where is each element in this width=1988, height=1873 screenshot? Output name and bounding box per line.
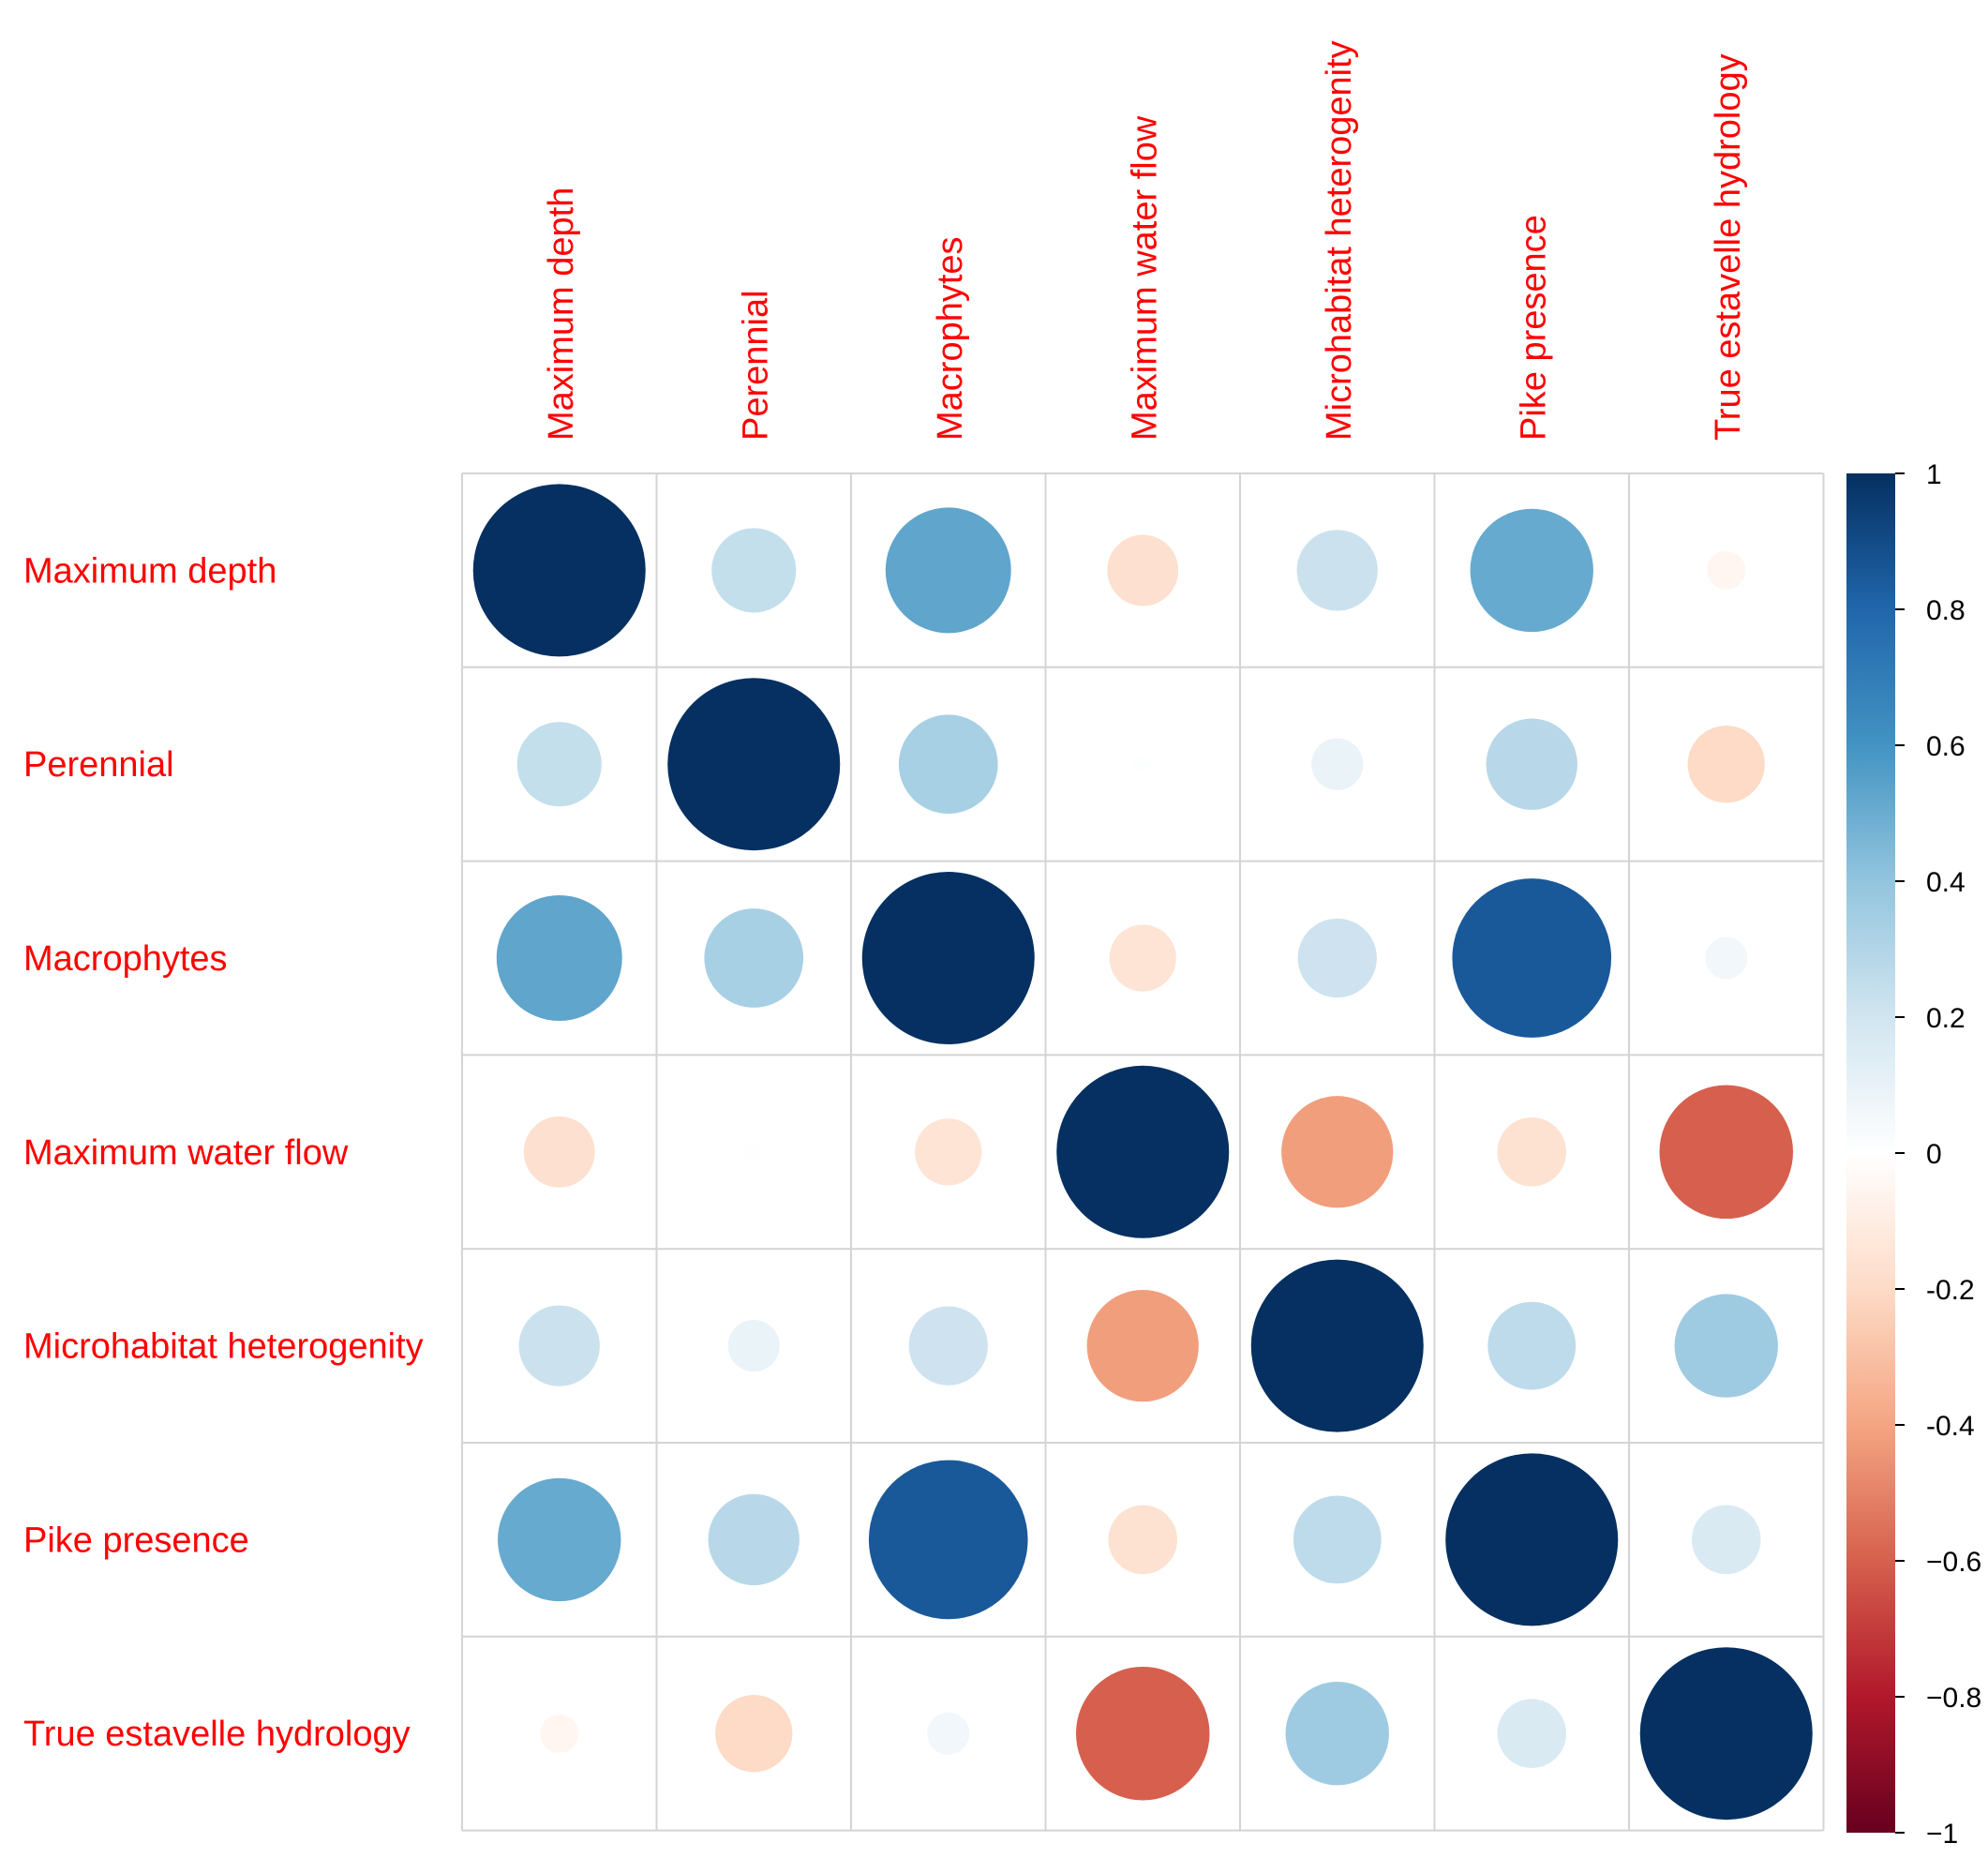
colorbar: [1846, 473, 1895, 1833]
corr-circle-4-5: [1281, 1096, 1394, 1208]
corr-circle-6-3: [868, 1460, 1028, 1620]
corr-circle-2-3: [898, 714, 998, 815]
corr-circle-3-5: [1297, 918, 1377, 998]
corr-circle-2-4: [1134, 756, 1152, 773]
column-labels: Maximum depth Perennial Macrophytes Maximum…: [542, 40, 1748, 441]
column-label: Macrophytes: [931, 236, 970, 441]
corr-circle-7-3: [927, 1712, 970, 1755]
corr-circle-1-6: [1470, 508, 1593, 633]
corr-circle-5-2: [727, 1320, 780, 1372]
correlation-circles: [472, 484, 1813, 1821]
corr-circle-1-1: [472, 484, 646, 657]
row-label: Pike presence: [23, 1521, 249, 1560]
corr-circle-6-4: [1108, 1505, 1178, 1575]
corr-circle-3-7: [1705, 936, 1748, 980]
colorbar-tick-label: −1: [1926, 1819, 1958, 1850]
colorbar-tick-label: 0.2: [1926, 1003, 1966, 1034]
corr-circle-3-6: [1452, 878, 1612, 1038]
row-label: Macrophytes: [23, 939, 228, 979]
corr-circle-2-7: [1687, 726, 1765, 803]
colorbar-tick-label: 0.4: [1926, 867, 1966, 898]
row-label: True estavelle hydrology: [23, 1715, 411, 1754]
corr-circle-2-5: [1311, 738, 1364, 790]
colorbar-tick-label: -0.2: [1926, 1275, 1975, 1306]
corr-circle-4-6: [1497, 1117, 1567, 1187]
corr-circle-4-3: [915, 1118, 982, 1186]
colorbar-tick-label: 0.8: [1926, 595, 1966, 626]
corr-circle-5-5: [1250, 1259, 1424, 1432]
corr-circle-2-2: [667, 678, 841, 851]
corr-circle-6-1: [498, 1477, 621, 1602]
colorbar-tick-label: -0.4: [1926, 1411, 1975, 1442]
corr-circle-4-4: [1056, 1065, 1230, 1238]
column-label: Microhabitat heterogenity: [1320, 40, 1359, 441]
grid: [461, 472, 1825, 1832]
column-label: Pike presence: [1514, 215, 1553, 441]
corr-circle-1-2: [711, 528, 797, 613]
corr-circle-1-7: [1707, 550, 1746, 590]
corr-circle-6-7: [1691, 1505, 1761, 1575]
corr-circle-2-1: [516, 722, 602, 807]
corr-circle-4-1: [523, 1116, 595, 1188]
corr-circle-5-3: [908, 1306, 988, 1386]
corr-circle-7-2: [715, 1695, 793, 1773]
corr-circle-7-7: [1639, 1647, 1813, 1821]
color-legend: 1 0.8 0.6 0.4 0.2 0 -0.2 -0.4 −0.6 −0.8 −1: [1846, 459, 1981, 1850]
corr-circle-5-1: [518, 1305, 600, 1386]
corr-circle-6-6: [1445, 1453, 1619, 1626]
row-label: Perennial: [23, 745, 174, 785]
corr-circle-3-1: [496, 895, 622, 1021]
corr-circle-7-5: [1285, 1682, 1389, 1786]
corr-circle-3-3: [861, 872, 1035, 1044]
corr-circle-6-2: [708, 1493, 800, 1586]
corr-circle-6-5: [1293, 1495, 1382, 1584]
column-label: Perennial: [736, 290, 775, 441]
row-label: Maximum depth: [23, 551, 277, 591]
corr-circle-1-3: [885, 507, 1011, 634]
column-label: Maximum water flow: [1125, 115, 1164, 441]
corr-circle-7-1: [540, 1714, 579, 1753]
corr-circle-1-4: [1107, 534, 1179, 607]
row-label: Maximum water flow: [23, 1133, 349, 1173]
corr-circle-3-4: [1109, 924, 1176, 992]
corr-circle-7-6: [1497, 1699, 1567, 1768]
corr-circle-5-7: [1674, 1294, 1778, 1398]
corr-circle-5-6: [1487, 1301, 1577, 1390]
column-label: True estavelle hydrology: [1709, 53, 1748, 441]
corr-circle-7-4: [1075, 1666, 1210, 1801]
corr-circle-2-6: [1486, 718, 1577, 810]
row-labels: Maximum depth Perennial Macrophytes Maximum…: [23, 551, 424, 1754]
colorbar-tick-label: −0.6: [1926, 1547, 1981, 1578]
corr-circle-3-2: [704, 908, 804, 1008]
colorbar-tick-label: −0.8: [1926, 1683, 1981, 1714]
colorbar-tick-label: 1: [1926, 459, 1942, 490]
corr-circle-4-7: [1659, 1085, 1794, 1220]
row-label: Microhabitat heterogenity: [23, 1327, 424, 1367]
colorbar-tick-label: 0: [1926, 1139, 1942, 1170]
corr-circle-5-4: [1086, 1289, 1199, 1402]
corr-circle-4-2: [745, 1143, 763, 1161]
column-label: Maximum depth: [542, 187, 581, 441]
colorbar-tick-label: 0.6: [1926, 731, 1966, 762]
corr-circle-1-5: [1296, 530, 1378, 611]
